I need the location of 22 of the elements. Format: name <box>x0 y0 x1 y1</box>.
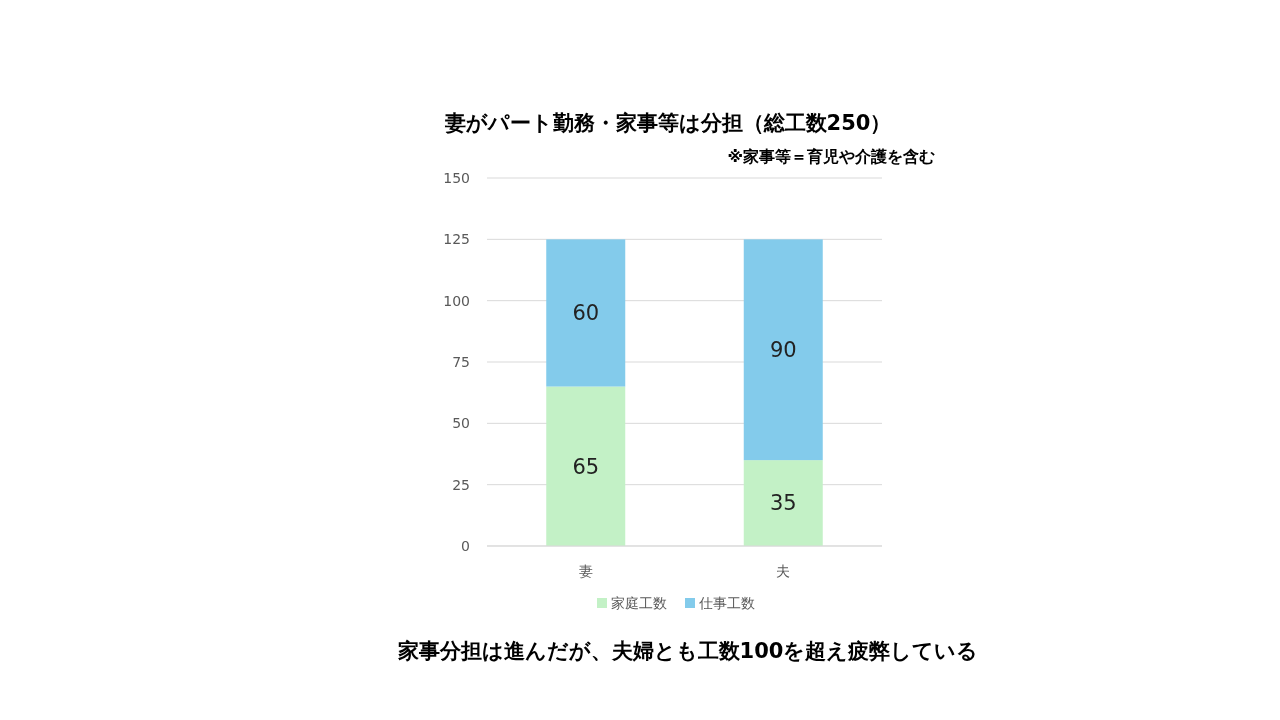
data-label: 35 <box>769 491 797 516</box>
data-label: 90 <box>769 338 797 363</box>
bar <box>743 460 823 546</box>
y-tick-label: 150 <box>443 169 470 186</box>
data-label: 65 <box>572 454 600 479</box>
x-tick-label: 妻 <box>578 563 593 579</box>
y-tick-label: 125 <box>443 231 470 248</box>
bar <box>546 386 626 546</box>
bar <box>743 239 823 461</box>
legend-label: 仕事工数 <box>698 594 755 611</box>
y-tick-label: 25 <box>452 476 470 493</box>
chart-subtitle: ※家事等＝育児や介護を含む <box>727 147 935 166</box>
y-tick-label: 75 <box>452 353 470 370</box>
bar <box>546 239 626 387</box>
y-tick-label: 50 <box>452 415 470 432</box>
text: 家事分担は進んだが、夫婦とも工数100を超え疲弊している <box>396 639 979 663</box>
chart-title: 妻がパート勤務・家事等は分担（総工数250） <box>443 111 892 135</box>
legend-label: 家庭工数 <box>611 594 667 611</box>
x-tick-label: 夫 <box>776 563 791 579</box>
data-label: 60 <box>572 301 600 326</box>
y-tick-label: 0 <box>461 537 470 554</box>
y-tick-label: 100 <box>443 292 470 309</box>
